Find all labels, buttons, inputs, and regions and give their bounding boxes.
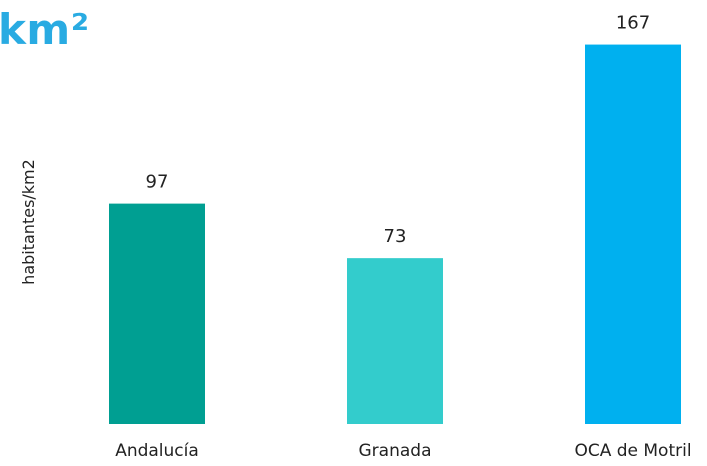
value-label-granada: 73	[384, 226, 407, 247]
value-labels-layer: 97 73 167	[146, 13, 651, 248]
bar-granada	[347, 258, 443, 424]
x-tick-label-granada: Granada	[359, 441, 432, 461]
x-tick-label-andalucia: Andalucía	[115, 441, 199, 461]
bars-layer	[109, 44, 681, 425]
value-label-oca-de-motril: 167	[616, 13, 650, 34]
y-axis-label: habitantes/km2	[19, 159, 38, 285]
bar-oca-de-motril	[585, 44, 681, 425]
x-tick-labels: Andalucía Granada OCA de Motril	[115, 441, 691, 461]
chart-title-fragment: km²	[0, 5, 90, 54]
x-tick-label-oca-de-motril: OCA de Motril	[574, 441, 691, 461]
value-label-andalucia: 97	[146, 172, 169, 193]
bar-andalucia	[109, 203, 205, 424]
